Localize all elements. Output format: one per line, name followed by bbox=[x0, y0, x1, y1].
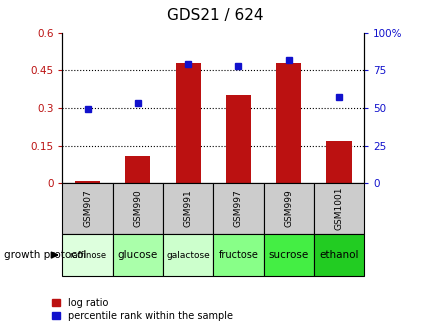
Bar bbox=[75, 181, 100, 183]
Bar bbox=[125, 156, 150, 183]
Bar bbox=[263, 183, 313, 234]
Text: GDS21 / 624: GDS21 / 624 bbox=[167, 8, 263, 23]
Bar bbox=[225, 95, 250, 183]
Bar bbox=[62, 234, 113, 276]
Bar bbox=[175, 63, 200, 183]
Bar bbox=[163, 183, 213, 234]
Text: GSM1001: GSM1001 bbox=[334, 187, 343, 230]
Bar bbox=[313, 234, 363, 276]
Text: GSM997: GSM997 bbox=[233, 190, 243, 227]
Bar bbox=[62, 183, 113, 234]
Text: raffinose: raffinose bbox=[69, 250, 106, 260]
Text: GSM907: GSM907 bbox=[83, 190, 92, 227]
Text: galactose: galactose bbox=[166, 250, 209, 260]
Bar bbox=[113, 234, 163, 276]
Text: sucrose: sucrose bbox=[268, 250, 308, 260]
Text: glucose: glucose bbox=[117, 250, 158, 260]
Text: GSM990: GSM990 bbox=[133, 190, 142, 227]
Text: growth protocol: growth protocol bbox=[4, 250, 86, 260]
Bar bbox=[263, 234, 313, 276]
Bar bbox=[163, 234, 213, 276]
Bar bbox=[213, 183, 263, 234]
Bar bbox=[113, 183, 163, 234]
Legend: log ratio, percentile rank within the sample: log ratio, percentile rank within the sa… bbox=[52, 298, 232, 320]
Bar bbox=[313, 183, 363, 234]
Bar bbox=[213, 234, 263, 276]
Text: ethanol: ethanol bbox=[319, 250, 358, 260]
Bar bbox=[276, 63, 301, 183]
Text: GSM991: GSM991 bbox=[183, 190, 192, 227]
Text: fructose: fructose bbox=[218, 250, 258, 260]
Bar bbox=[326, 141, 351, 183]
Text: GSM999: GSM999 bbox=[284, 190, 292, 227]
